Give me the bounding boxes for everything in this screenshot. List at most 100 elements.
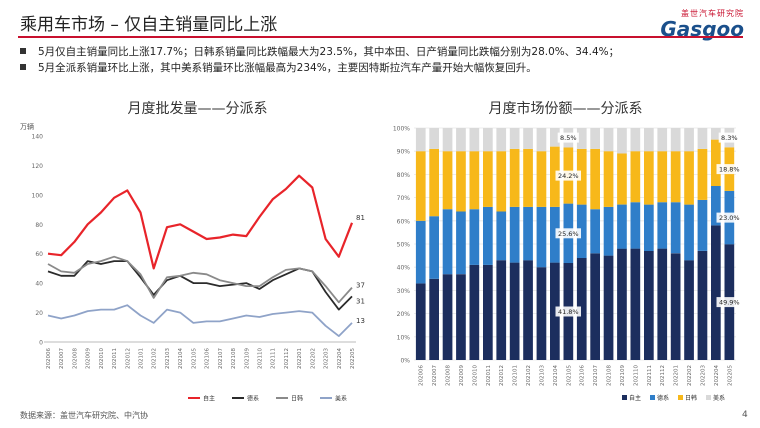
legend-label: 日韩 [685,394,697,402]
bar-segment [456,151,466,212]
y-tick-label: 70% [397,195,411,202]
y-tick-label: 0 [39,340,43,347]
x-tick-label: 202103 [165,348,171,369]
bar-segment [509,148,520,207]
y-tick-label: 100 [32,192,44,199]
bar-segment [603,128,614,152]
bar-segment [603,255,614,360]
y-tick-label: 40% [397,265,411,272]
bar-segment [429,128,439,149]
bar-segment [711,225,721,360]
x-tick-label: 202103 [539,365,545,386]
bullet-square-icon [20,48,26,54]
x-tick-label: 202109 [620,365,626,386]
bar-segment [456,211,466,275]
data-label: 8.3% [721,134,738,142]
bullet-text: 5月仅自主销量同比上涨17.7%；日韩系销量同比跌幅最大为23.5%，其中本田、… [38,46,620,58]
bar-segment [442,274,453,360]
x-tick-label: 202108 [607,365,613,386]
logo-subtitle: 盖世汽车研究院 [681,9,744,18]
x-tick-label: 202010 [472,365,478,386]
y-tick-label: 20% [397,311,411,318]
data-label-bg [716,164,742,175]
x-tick-label: 202104 [553,365,559,386]
end-value-label: 31 [356,297,365,305]
legend-label: 德系 [247,395,259,403]
bar-segment [576,148,587,205]
x-tick-label: 202105 [191,348,197,369]
x-tick-label: 202105 [566,365,572,386]
bar-segment [496,151,507,212]
stacked-bar-chart: 0% 10% 20% 30% 40% 50% 60% 70% 80% 90% 100% 202006 2… [393,126,742,402]
x-tick-label: 202202 [310,348,316,369]
bar-segment [590,253,600,360]
data-label-bg [555,228,581,239]
line-chart: 万辆 0 20 40 60 80 100 120 140 202006 202007 202008 20… [20,122,365,403]
y-tick-label: 60% [397,218,411,225]
data-label-bg [555,170,581,181]
x-tick-label: 202011 [112,348,118,369]
bar-segment [550,146,560,207]
data-label: 18.8% [719,166,740,174]
bar-segment [670,151,681,203]
x-tick-label: 202011 [486,365,492,386]
x-tick-label: 202203 [700,365,706,386]
data-source: 数据来源：盖世汽车研究院、中汽协 [20,411,148,420]
bar-segment [523,206,533,261]
legend-label: 美系 [713,394,725,402]
data-label-bg [555,306,581,317]
x-tick-label: 202112 [284,348,290,369]
bar-segment [670,128,681,152]
bar-segment [496,211,507,261]
legend-label: 自主 [203,395,215,403]
bar-segment [415,128,426,152]
bar-segment [576,128,587,149]
x-tick-label: 202007 [432,365,438,386]
y-tick-label: 10% [397,334,411,341]
x-tick-label: 202012 [125,348,131,369]
end-value-label: 81 [356,214,365,222]
x-tick-label: 202204 [714,365,720,386]
page-title: 乘用车市场 – 仅自主销量同比上涨 [20,15,278,35]
legend-swatch [678,395,683,400]
x-tick-label: 202008 [446,365,452,386]
bar-segment [670,253,681,360]
bar-segment [469,264,480,360]
data-label-bg [557,132,579,143]
bar-segment [469,128,480,152]
x-tick-label: 202203 [324,348,330,369]
bar-segment [415,151,426,221]
x-tick-label: 202110 [633,365,639,386]
y-tick-label: 30% [397,288,411,295]
series-line [47,260,353,311]
x-tick-label: 202102 [152,348,158,369]
bar-segment [603,206,614,256]
bullet-text: 5月全派系销量环比上涨，其中美系销量环比涨幅最高为234%，主要因特斯拉汽车产量… [38,62,537,74]
x-tick-label: 202107 [593,365,599,386]
x-tick-label: 202102 [526,365,532,386]
bar-segment [670,202,681,254]
legend-swatch [706,395,711,400]
bar-segment [429,278,439,360]
bar-segment [697,148,708,200]
bar-segment [496,128,507,152]
data-label: 8.5% [560,134,577,142]
bar-segment [509,206,520,263]
bar-segment [630,128,641,152]
x-tick-label: 202106 [580,365,586,386]
bar-segment [509,128,520,149]
bar-segment [644,128,654,152]
bar-segment [644,151,654,205]
y-tick-label: 20 [35,310,43,317]
legend-label: 美系 [335,395,347,403]
bar-segment [711,139,721,186]
bar-segment [442,151,453,210]
bar-segment [630,151,641,203]
x-tick-label: 202006 [419,365,425,386]
legend-label: 日韩 [291,395,303,403]
x-tick-label: 202109 [244,348,250,369]
y-tick-label: 90% [397,149,411,156]
x-tick-label: 202201 [674,365,680,386]
bullet-square-icon [20,64,26,70]
bar-segment [456,274,466,360]
